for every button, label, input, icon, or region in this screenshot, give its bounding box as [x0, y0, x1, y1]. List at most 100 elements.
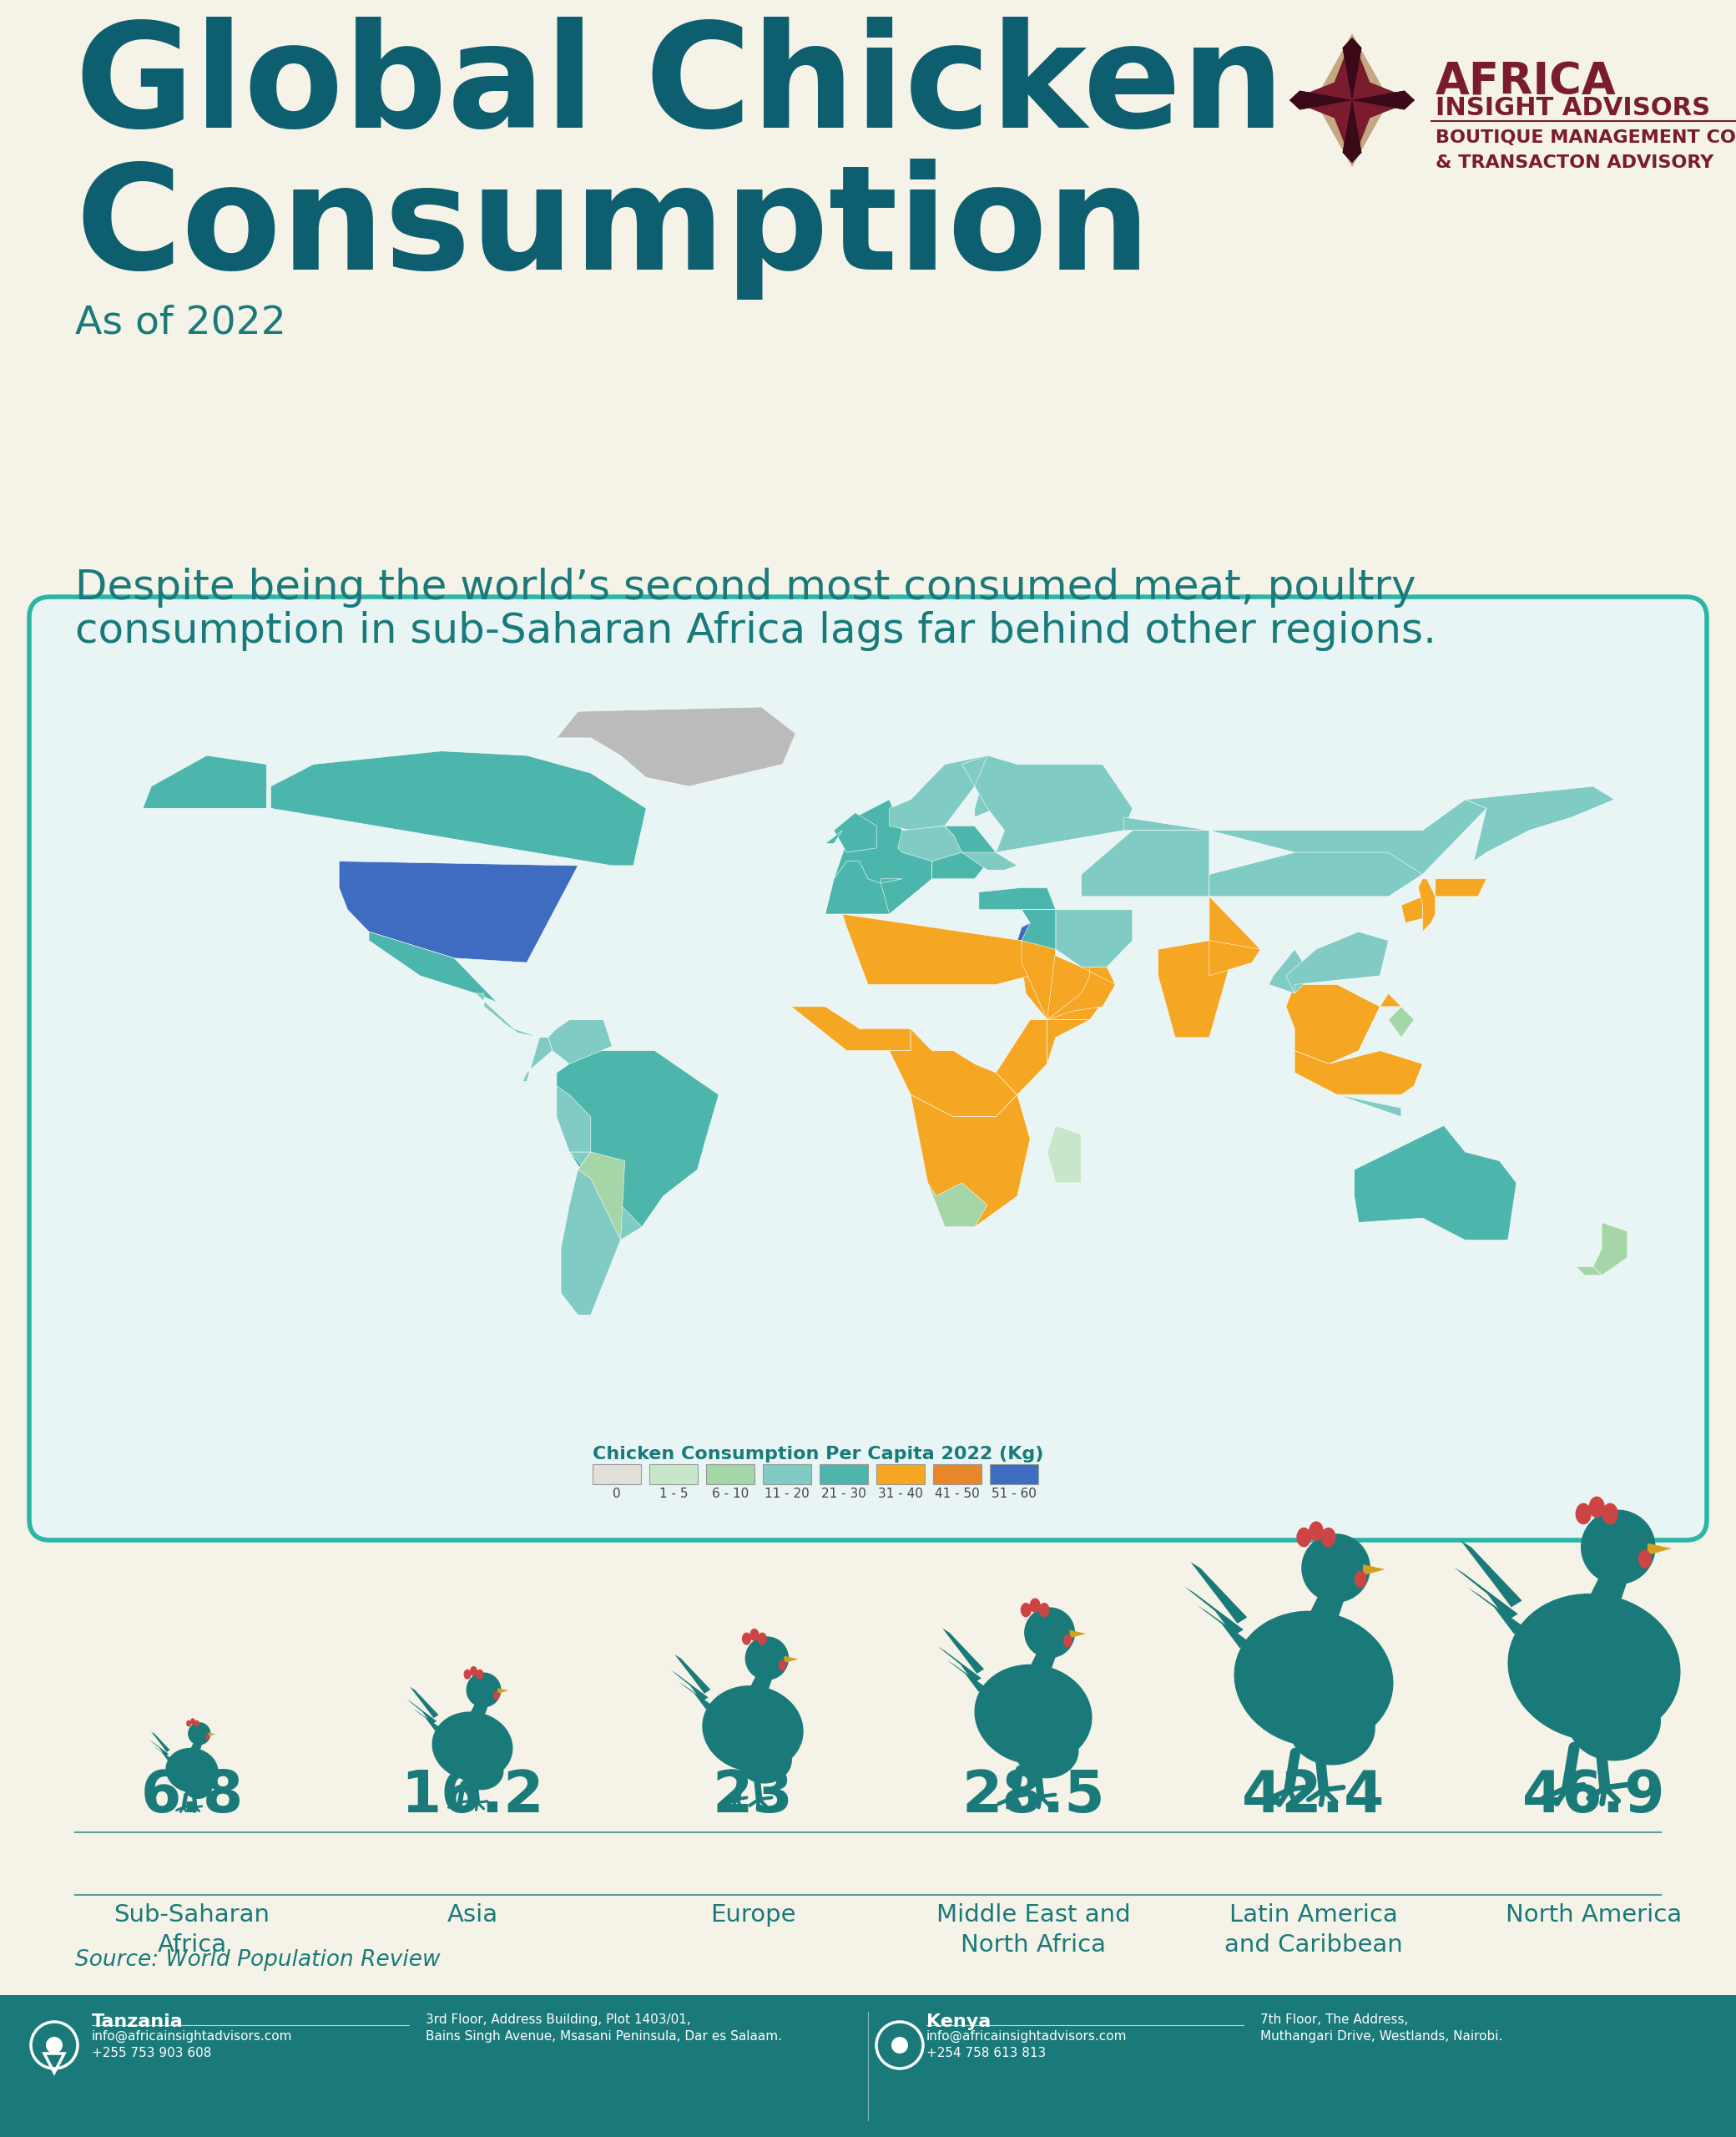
Polygon shape [1184, 1586, 1243, 1635]
Ellipse shape [165, 1748, 219, 1793]
Polygon shape [1342, 100, 1361, 162]
Ellipse shape [464, 1669, 470, 1680]
Polygon shape [153, 1746, 170, 1761]
Polygon shape [996, 1019, 1047, 1094]
Ellipse shape [757, 1633, 767, 1645]
Circle shape [467, 1673, 502, 1707]
Text: Sub-Saharan
Africa: Sub-Saharan Africa [115, 1904, 271, 1957]
Text: Latin America
and Caribbean: Latin America and Caribbean [1224, 1904, 1403, 1957]
Text: As of 2022: As of 2022 [75, 306, 286, 342]
Polygon shape [1467, 1588, 1524, 1635]
FancyBboxPatch shape [934, 1464, 981, 1485]
Text: 31 - 40: 31 - 40 [878, 1487, 924, 1500]
Polygon shape [1389, 1007, 1415, 1036]
Polygon shape [1196, 1605, 1250, 1648]
Polygon shape [557, 707, 795, 786]
Polygon shape [469, 1697, 491, 1716]
Ellipse shape [191, 1718, 194, 1725]
Polygon shape [578, 1152, 625, 1239]
Text: Consumption: Consumption [75, 158, 1151, 299]
Polygon shape [946, 1660, 986, 1693]
Polygon shape [1290, 38, 1415, 162]
Ellipse shape [476, 1669, 484, 1680]
Polygon shape [1352, 90, 1415, 109]
Polygon shape [1342, 38, 1361, 100]
Polygon shape [448, 1725, 498, 1767]
Polygon shape [1264, 1635, 1363, 1722]
Polygon shape [549, 1019, 613, 1064]
Polygon shape [722, 1701, 785, 1757]
Text: 6.8: 6.8 [141, 1767, 243, 1825]
Polygon shape [557, 1086, 590, 1152]
Polygon shape [476, 994, 540, 1036]
Text: Source: World Population Review: Source: World Population Review [75, 1949, 441, 1970]
Polygon shape [1269, 949, 1312, 994]
Ellipse shape [1297, 1528, 1311, 1547]
Text: Asia: Asia [446, 1904, 498, 1928]
Circle shape [891, 2037, 908, 2054]
Polygon shape [943, 1628, 984, 1673]
Circle shape [1581, 1509, 1656, 1584]
Text: info@africainsightadvisors.com: info@africainsightadvisors.com [92, 2030, 293, 2043]
Polygon shape [996, 1682, 1069, 1746]
Circle shape [45, 2037, 62, 2054]
Polygon shape [889, 1028, 1017, 1118]
Polygon shape [175, 1757, 208, 1784]
FancyBboxPatch shape [819, 1464, 868, 1485]
Polygon shape [785, 1656, 799, 1663]
Polygon shape [151, 1731, 170, 1752]
Text: Muthangari Drive, Westlands, Nairobi.: Muthangari Drive, Westlands, Nairobi. [1260, 2030, 1503, 2043]
Text: 42.4: 42.4 [1243, 1767, 1385, 1825]
Polygon shape [1082, 831, 1210, 895]
Polygon shape [675, 1654, 710, 1693]
Polygon shape [523, 1036, 552, 1081]
Ellipse shape [974, 1665, 1092, 1765]
Polygon shape [880, 878, 903, 883]
Ellipse shape [184, 1774, 212, 1799]
Polygon shape [1290, 90, 1352, 109]
Text: 3rd Floor, Address Building, Plot 1403/01,: 3rd Floor, Address Building, Plot 1403/0… [425, 2013, 691, 2026]
FancyBboxPatch shape [592, 1464, 641, 1485]
Bar [0, 1996, 1736, 2137]
Text: North America: North America [1507, 1904, 1682, 1928]
Polygon shape [1314, 34, 1389, 167]
Polygon shape [962, 756, 1005, 786]
FancyBboxPatch shape [762, 1464, 811, 1485]
Polygon shape [1436, 878, 1486, 895]
Polygon shape [889, 756, 988, 831]
Ellipse shape [779, 1660, 786, 1671]
Polygon shape [1342, 100, 1361, 162]
Ellipse shape [1290, 1690, 1375, 1765]
Polygon shape [1647, 1543, 1672, 1556]
Text: Kenya: Kenya [927, 2013, 991, 2030]
Polygon shape [1210, 895, 1260, 962]
Polygon shape [898, 827, 962, 861]
Text: AFRICA: AFRICA [1436, 60, 1616, 103]
Polygon shape [1286, 985, 1380, 1064]
Ellipse shape [1588, 1496, 1604, 1517]
Polygon shape [833, 812, 877, 853]
Circle shape [187, 1722, 210, 1746]
Polygon shape [1021, 940, 1116, 1019]
Polygon shape [1295, 1051, 1422, 1094]
Polygon shape [1401, 895, 1422, 923]
Polygon shape [1337, 1094, 1401, 1118]
Polygon shape [1047, 1019, 1090, 1064]
Text: Europe: Europe [710, 1904, 795, 1928]
Polygon shape [1047, 1126, 1082, 1182]
Circle shape [1302, 1534, 1370, 1603]
Polygon shape [149, 1740, 168, 1757]
Polygon shape [825, 831, 842, 844]
Polygon shape [1307, 1581, 1351, 1618]
Text: 7th Floor, The Address,: 7th Floor, The Address, [1260, 2013, 1408, 2026]
Text: +254 758 613 813: +254 758 613 813 [927, 2047, 1047, 2060]
Ellipse shape [741, 1633, 752, 1645]
Polygon shape [413, 1710, 439, 1731]
Polygon shape [1290, 90, 1352, 109]
Ellipse shape [470, 1667, 477, 1675]
Polygon shape [1352, 90, 1415, 109]
Polygon shape [406, 1699, 437, 1725]
Text: 46.9: 46.9 [1522, 1767, 1667, 1825]
Polygon shape [370, 932, 496, 1002]
Polygon shape [748, 1667, 776, 1690]
